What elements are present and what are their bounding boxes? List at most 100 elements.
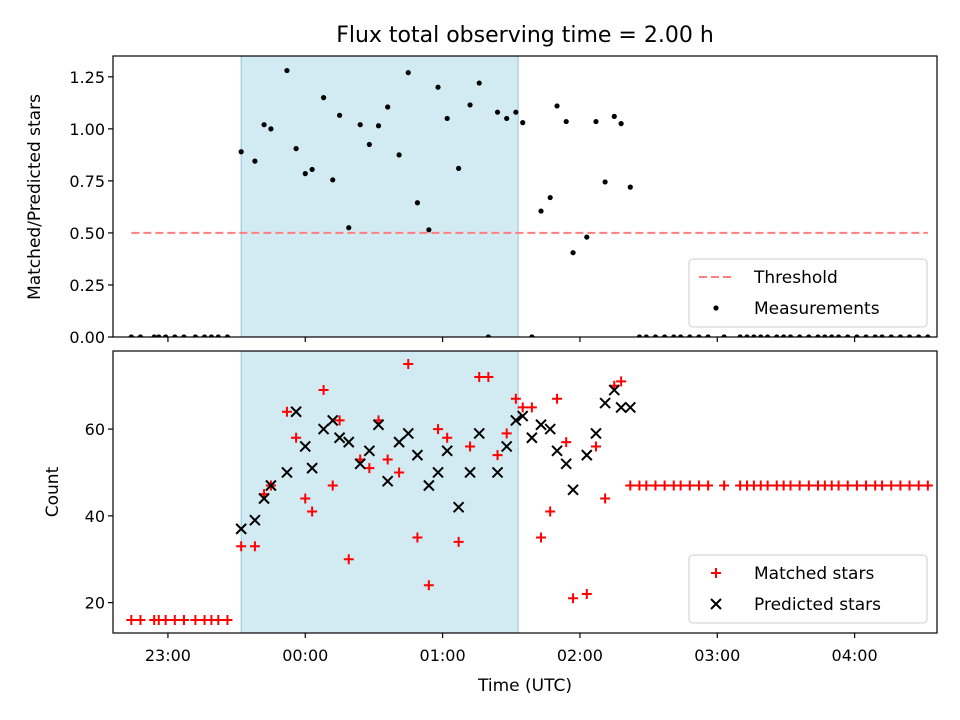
matched-star-point (300, 493, 311, 504)
ratio-panel: 0.00 0.25 0.50 0.75 1.00 1.25 Threshold Measure… (69, 55, 938, 347)
matched-star-point (483, 372, 494, 383)
measurement-point (494, 109, 501, 115)
measurement-point (602, 179, 608, 185)
measurement-point (128, 334, 134, 337)
measurement-point (593, 118, 599, 125)
measurement-point (678, 334, 684, 337)
matched-star-point (785, 480, 796, 491)
predicted-star-point (590, 427, 602, 440)
measurement-point (156, 334, 162, 337)
measurement-point (584, 234, 590, 240)
predicted-star-point (510, 414, 522, 427)
legend-label: Threshold (753, 268, 838, 288)
measurement-point (863, 334, 869, 337)
predicted-star-point (473, 427, 485, 440)
y-tick-label: 0.25 (69, 276, 105, 295)
predicted-star-point (535, 419, 547, 431)
x-axis-label: Time (UTC) (477, 676, 572, 696)
measurement-point (426, 227, 432, 233)
matched-star-point (501, 428, 512, 439)
bottom-y-axis-label: Count (43, 466, 63, 517)
matched-star-point (590, 441, 601, 452)
measurement-point (806, 334, 812, 337)
predicted-star-point (363, 445, 376, 457)
legend-box (688, 258, 928, 328)
legend-label: Measurements (754, 299, 880, 319)
count-panel: 20 40 60 23:00 00:00 01:00 02:00 03:00 04:00 Matc… (85, 350, 938, 665)
measurement-point (405, 70, 411, 76)
matched-star-point (536, 532, 547, 543)
predicted-star-point (402, 427, 414, 440)
measurement-point (252, 158, 258, 164)
matched-star-point (904, 480, 915, 491)
legend-label: Matched stars (754, 564, 874, 584)
matched-star-point (327, 480, 338, 491)
matched-star-point (423, 580, 434, 591)
measurement-point (774, 334, 780, 337)
measurement-point (357, 122, 363, 128)
matched-star-point (719, 480, 730, 491)
y-tick-label: 60 (85, 420, 105, 439)
measurement-point (513, 109, 519, 115)
matched-star-point (281, 406, 292, 417)
predicted-star-point (491, 466, 504, 479)
measurement-point (215, 334, 221, 337)
predicted-star-point (235, 523, 247, 535)
predicted-star-point (290, 406, 302, 418)
matched-star-point (135, 614, 146, 625)
matched-star-point (693, 480, 704, 491)
matched-star-point (394, 467, 405, 478)
legend-measurement-swatch (713, 305, 719, 311)
matched-star-point (581, 588, 592, 599)
measurement-point (538, 208, 544, 214)
measurement-point (261, 122, 267, 128)
predicted-star-point (581, 449, 593, 461)
matched-star-point (382, 454, 393, 465)
measurement-point (268, 126, 274, 132)
chart-title: Flux total observing time = 2.00 h (336, 23, 714, 48)
predicted-star-point (333, 432, 346, 444)
matched-star-point (561, 437, 572, 448)
measurement-point (570, 250, 576, 256)
measurement-point (385, 104, 391, 110)
measurement-point (337, 112, 343, 118)
measurement-point (662, 334, 668, 337)
legend-predicted-swatch (710, 598, 722, 610)
predicted-star-point (517, 410, 529, 422)
predicted-star-point (393, 436, 405, 448)
measurement-point (872, 334, 878, 337)
predicted-star-point (354, 458, 366, 470)
measurement-point (721, 334, 727, 337)
measurement-point (309, 166, 315, 173)
matched-star-point (877, 480, 888, 491)
predicted-star-point (411, 449, 424, 461)
measurement-point (238, 149, 244, 155)
matched-star-point (703, 480, 714, 491)
measurement-point (618, 121, 624, 127)
measurement-point (192, 334, 198, 337)
plot-area (126, 359, 933, 625)
x-tick-label: 03:00 (694, 646, 740, 665)
measurement-point (414, 200, 421, 206)
measurement-point (302, 171, 308, 177)
measurement-point (485, 334, 491, 337)
predicted-star-point (615, 401, 627, 414)
y-tick-label: 0.50 (69, 224, 105, 243)
measurement-point (520, 120, 526, 126)
x-tick-label: 00:00 (282, 646, 328, 665)
plot-area (128, 67, 931, 337)
matched-star-point (794, 480, 805, 491)
measurement-point (643, 334, 649, 337)
measurement-point (284, 67, 290, 74)
matched-star-point (762, 480, 773, 491)
predicted-star-point (452, 501, 465, 513)
measurement-point (456, 165, 462, 171)
matched-star-point (403, 359, 414, 370)
predicted-star-point (432, 466, 444, 479)
matched-star-point (625, 480, 636, 491)
matched-star-point (833, 480, 844, 491)
legend-matched-swatch (711, 568, 721, 578)
measurement-point (797, 334, 803, 337)
measurement-point (467, 102, 473, 108)
